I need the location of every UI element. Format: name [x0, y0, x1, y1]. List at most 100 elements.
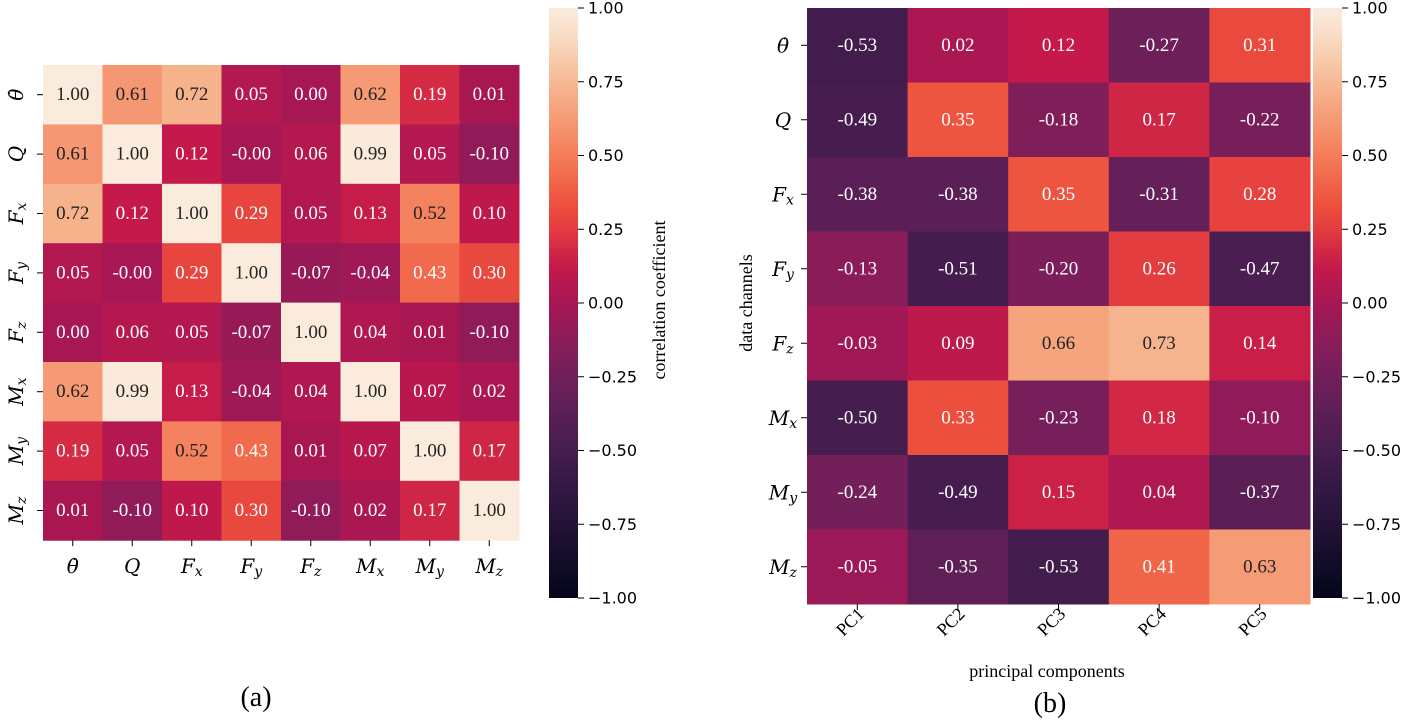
heat-cell — [340, 183, 401, 244]
heat-cell — [807, 231, 909, 307]
cell-value-label: 0.01 — [413, 322, 446, 343]
heat-cell — [1008, 231, 1110, 307]
cell-value-label: 0.01 — [294, 441, 327, 462]
heat-cell — [281, 480, 341, 541]
cell-value-label: 0.52 — [413, 203, 446, 224]
cell-value-label: 0.01 — [473, 84, 506, 105]
heat-cell — [281, 243, 341, 304]
heat-cell — [459, 243, 520, 304]
cell-value-label: 0.62 — [354, 84, 387, 105]
cell-value-label: 1.00 — [413, 441, 446, 462]
colorbar-tick-label: 0.25 — [588, 220, 624, 239]
colorbar-tick-label: −0.75 — [588, 515, 637, 534]
cell-value-label: 0.07 — [413, 381, 446, 402]
cell-value-label: 0.72 — [175, 84, 208, 105]
heat-cell — [221, 124, 282, 185]
y-tick-label: θ̇ — [4, 89, 28, 101]
cell-value-label: -0.37 — [1240, 482, 1280, 503]
y-tick-label: Mx — [4, 377, 30, 406]
cell-value-label: 0.72 — [56, 203, 89, 224]
cell-value-label: 1.00 — [473, 500, 506, 521]
heat-cell — [1108, 8, 1210, 83]
heat-cell — [221, 480, 282, 541]
heat-cell — [907, 306, 1009, 381]
colorbar-tick-label: 0.25 — [1352, 220, 1388, 239]
y-tick-label: Fx — [771, 182, 794, 208]
cell-value-label: 0.02 — [473, 381, 506, 402]
x-tick-label: Fy — [239, 554, 263, 580]
panel-a-colorbar: 1.00 0.75 0.50 0.25 0.00 −0.25 −0.50 −0.75 −1.00 — [549, 0, 637, 608]
heat-cell — [1008, 529, 1110, 605]
heat-cell — [162, 65, 222, 125]
heat-cell — [340, 243, 401, 304]
cell-value-label: 0.01 — [56, 500, 89, 521]
x-tick-label: PC1 — [832, 604, 868, 640]
cell-value-label: 0.04 — [294, 381, 328, 402]
cell-value-label: 0.17 — [413, 500, 446, 521]
x-tick-label: PC3 — [1033, 604, 1069, 640]
heat-cell — [1209, 82, 1311, 158]
heat-cell — [281, 124, 341, 185]
heat-cell — [459, 480, 520, 541]
cell-value-label: -0.49 — [838, 109, 878, 130]
cell-value-label: 0.29 — [175, 262, 208, 283]
heat-cell — [102, 65, 163, 125]
heat-cell — [102, 124, 163, 185]
heat-cell — [162, 243, 222, 304]
cell-value-label: -0.49 — [938, 482, 978, 503]
y-tick-label: Mz — [4, 496, 30, 525]
cell-value-label: 0.07 — [354, 441, 387, 462]
colorbar-gradient — [1313, 8, 1342, 598]
heat-cell — [102, 362, 163, 422]
colorbar-tick-label: −1.00 — [1352, 589, 1401, 608]
heat-cell — [907, 82, 1009, 158]
cell-value-label: -0.53 — [1039, 556, 1079, 577]
heat-cell — [400, 302, 460, 363]
cell-value-label: 0.02 — [941, 35, 974, 56]
colorbar-a-label: correlation coefficient — [649, 220, 669, 379]
heat-cell — [221, 243, 282, 304]
heat-cell — [807, 380, 909, 456]
cell-value-label: 0.28 — [1243, 184, 1276, 205]
cell-value-label: 0.61 — [56, 144, 89, 165]
cell-value-label: 0.13 — [354, 203, 387, 224]
heat-cell — [400, 421, 460, 482]
heat-cell — [807, 455, 909, 530]
x-tick-label: My — [415, 554, 445, 580]
heat-cell — [1008, 157, 1110, 232]
y-tick-label: θ̇ — [777, 33, 789, 57]
colorbar-tick-label: 0.00 — [588, 294, 624, 313]
x-tick-label: Mx — [355, 554, 384, 580]
cell-value-label: -0.38 — [938, 184, 978, 205]
y-tick-label: Q — [4, 146, 28, 162]
heat-cell — [281, 302, 341, 363]
cell-value-label: 0.09 — [941, 333, 974, 354]
x-axis-title-b: principal components — [969, 661, 1124, 681]
cell-value-label: 0.19 — [413, 84, 446, 105]
heat-cell — [162, 124, 222, 185]
x-tick-label: PC4 — [1134, 604, 1170, 640]
heat-cell — [340, 362, 401, 422]
colorbar-tick-label: −0.25 — [588, 367, 637, 386]
cell-value-label: -0.07 — [291, 262, 331, 283]
heat-cell — [459, 421, 520, 482]
heat-cell — [1108, 380, 1210, 456]
cell-value-label: 0.35 — [941, 109, 974, 130]
cell-value-label: 0.05 — [175, 322, 208, 343]
heat-cell — [1209, 8, 1311, 83]
heat-cell — [43, 243, 103, 304]
cell-value-label: 0.31 — [1243, 35, 1276, 56]
cell-value-label: 0.26 — [1142, 258, 1175, 279]
y-tick-label: Fz — [4, 321, 30, 344]
cell-value-label: 0.52 — [175, 441, 208, 462]
cell-value-label: -0.10 — [291, 500, 331, 521]
cell-value-label: 0.62 — [56, 381, 89, 402]
panel-b-colorbar: 1.00 0.75 0.50 0.25 0.00 −0.25 −0.50 −0.75 −1.00 — [1313, 0, 1401, 608]
cell-value-label: 1.00 — [235, 262, 268, 283]
cell-value-label: 0.10 — [473, 203, 506, 224]
heat-cell — [400, 65, 460, 125]
colorbar-tick-label: 0.50 — [588, 146, 624, 165]
cell-value-label: 0.61 — [116, 84, 149, 105]
cell-value-label: 1.00 — [354, 381, 387, 402]
